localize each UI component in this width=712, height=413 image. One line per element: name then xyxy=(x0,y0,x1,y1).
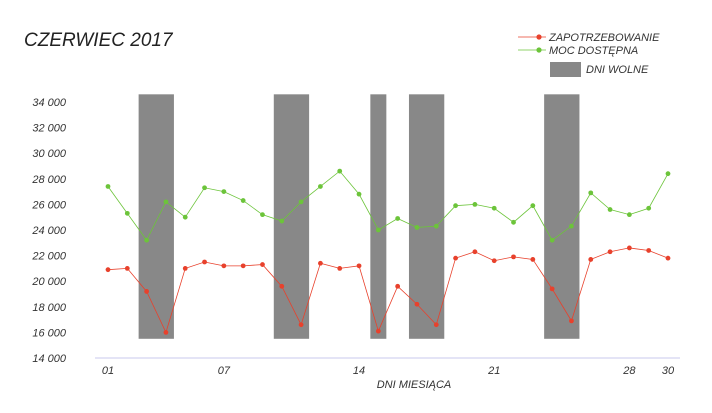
y-tick-label: 22 000 xyxy=(31,251,67,263)
x-tick-label: 30 xyxy=(662,365,675,377)
data-point-moc-dostepna xyxy=(569,223,574,229)
data-point-moc-dostepna xyxy=(202,185,207,191)
series-line-moc-dostepna xyxy=(107,170,669,242)
data-point-moc-dostepna xyxy=(260,212,265,218)
legend-marker-moc-dostepna xyxy=(536,47,542,53)
data-point-moc-dostepna xyxy=(395,216,401,221)
dni-wolne-band-4 xyxy=(408,94,445,339)
dni-wolne-bands xyxy=(138,94,580,339)
data-point-moc-dostepna xyxy=(607,207,613,212)
dni-wolne-band-5 xyxy=(544,94,580,339)
y-tick-label: 16 000 xyxy=(32,327,67,339)
x-tick-labels: 01 07 14 21 28 30 xyxy=(102,365,675,377)
data-point-zapotrzebowanie xyxy=(414,301,420,307)
data-point-moc-dostepna xyxy=(414,225,420,230)
x-tick-label: 01 xyxy=(102,365,114,377)
series-lines xyxy=(105,168,671,335)
data-point-moc-dostepna xyxy=(240,198,246,203)
data-point-zapotrzebowanie xyxy=(569,318,574,324)
data-point-moc-dostepna xyxy=(646,205,652,211)
data-point-moc-dostepna xyxy=(144,237,150,243)
data-point-zapotrzebowanie xyxy=(607,249,613,255)
data-point-zapotrzebowanie xyxy=(472,249,478,255)
data-point-moc-dostepna xyxy=(511,219,516,225)
x-tick-label: 14 xyxy=(353,365,365,377)
legend-label-zapotrzebowanie: ZAPOTRZEBOWANIE xyxy=(548,32,660,44)
data-point-zapotrzebowanie xyxy=(626,245,632,251)
data-point-moc-dostepna xyxy=(588,190,594,196)
data-point-moc-dostepna xyxy=(105,184,111,189)
data-point-moc-dostepna xyxy=(356,191,362,197)
y-tick-label: 14 000 xyxy=(32,353,67,365)
data-point-zapotrzebowanie xyxy=(337,266,343,271)
series-line-zapotrzebowanie xyxy=(107,247,669,334)
data-point-moc-dostepna xyxy=(298,199,304,205)
data-point-zapotrzebowanie xyxy=(530,257,536,262)
data-point-zapotrzebowanie xyxy=(221,263,227,269)
data-point-zapotrzebowanie xyxy=(124,266,130,271)
legend-label-dni-wolne: DNI WOLNE xyxy=(586,64,649,76)
data-point-moc-dostepna xyxy=(433,223,439,229)
y-tick-label: 20 000 xyxy=(31,276,67,288)
chart-title: CZERWIEC 2017 xyxy=(24,30,174,51)
legend-marker-zapotrzebowanie xyxy=(536,34,542,40)
data-point-zapotrzebowanie xyxy=(588,257,594,262)
data-point-moc-dostepna xyxy=(182,214,188,220)
data-point-moc-dostepna xyxy=(549,237,555,243)
y-tick-label: 30 000 xyxy=(32,148,67,160)
y-tick-labels: 14 000 16 000 18 000 20 000 22 000 24 000 26 0… xyxy=(31,97,67,365)
y-tick-label: 34 000 xyxy=(32,97,67,109)
data-point-zapotrzebowanie xyxy=(298,322,304,328)
legend: ZAPOTRZEBOWANIE MOC DOSTĘPNA DNI WOLNE xyxy=(518,32,660,77)
dni-wolne-band-1 xyxy=(138,94,174,339)
data-point-zapotrzebowanie xyxy=(163,330,169,335)
data-point-moc-dostepna xyxy=(530,203,536,209)
data-point-zapotrzebowanie xyxy=(375,328,381,334)
data-point-zapotrzebowanie xyxy=(144,289,150,294)
data-point-zapotrzebowanie xyxy=(260,262,265,267)
data-point-zapotrzebowanie xyxy=(646,248,652,253)
data-point-moc-dostepna xyxy=(375,227,381,233)
data-point-zapotrzebowanie xyxy=(279,283,285,289)
x-tick-label: 21 xyxy=(487,365,500,377)
data-point-zapotrzebowanie xyxy=(665,255,671,261)
data-point-moc-dostepna xyxy=(626,212,632,218)
legend-swatch-dni-wolne xyxy=(550,62,581,77)
data-point-moc-dostepna xyxy=(221,189,227,195)
y-tick-label: 18 000 xyxy=(32,302,67,314)
data-point-moc-dostepna xyxy=(163,199,169,205)
x-tick-label: 28 xyxy=(622,365,636,377)
data-point-moc-dostepna xyxy=(453,203,458,209)
data-point-moc-dostepna xyxy=(279,218,285,224)
y-tick-label: 24 000 xyxy=(31,225,67,237)
dni-wolne-band-3 xyxy=(370,94,387,339)
data-point-zapotrzebowanie xyxy=(549,286,555,292)
data-point-zapotrzebowanie xyxy=(433,322,439,328)
data-point-zapotrzebowanie xyxy=(182,266,188,271)
data-point-moc-dostepna xyxy=(318,184,323,189)
data-point-zapotrzebowanie xyxy=(511,254,516,260)
data-point-moc-dostepna xyxy=(491,205,497,211)
data-point-moc-dostepna xyxy=(665,171,671,177)
data-point-zapotrzebowanie xyxy=(318,260,323,266)
y-tick-label: 28 000 xyxy=(31,174,67,186)
data-point-zapotrzebowanie xyxy=(202,259,207,265)
data-point-zapotrzebowanie xyxy=(356,263,362,269)
data-point-zapotrzebowanie xyxy=(395,283,401,289)
legend-label-moc-dostepna: MOC DOSTĘPNA xyxy=(549,45,638,57)
y-tick-label: 32 000 xyxy=(32,123,67,135)
dni-wolne-band-2 xyxy=(273,94,310,339)
data-point-zapotrzebowanie xyxy=(491,258,497,264)
y-tick-label: 26 000 xyxy=(31,199,67,211)
data-point-zapotrzebowanie xyxy=(453,255,458,261)
data-point-zapotrzebowanie xyxy=(240,263,246,269)
data-point-moc-dostepna xyxy=(472,202,478,207)
x-tick-label: 07 xyxy=(218,365,231,377)
data-point-zapotrzebowanie xyxy=(105,267,111,273)
data-point-moc-dostepna xyxy=(337,168,343,174)
x-axis-label: DNI MIESIĄCA xyxy=(377,379,452,391)
data-point-moc-dostepna xyxy=(124,210,130,216)
